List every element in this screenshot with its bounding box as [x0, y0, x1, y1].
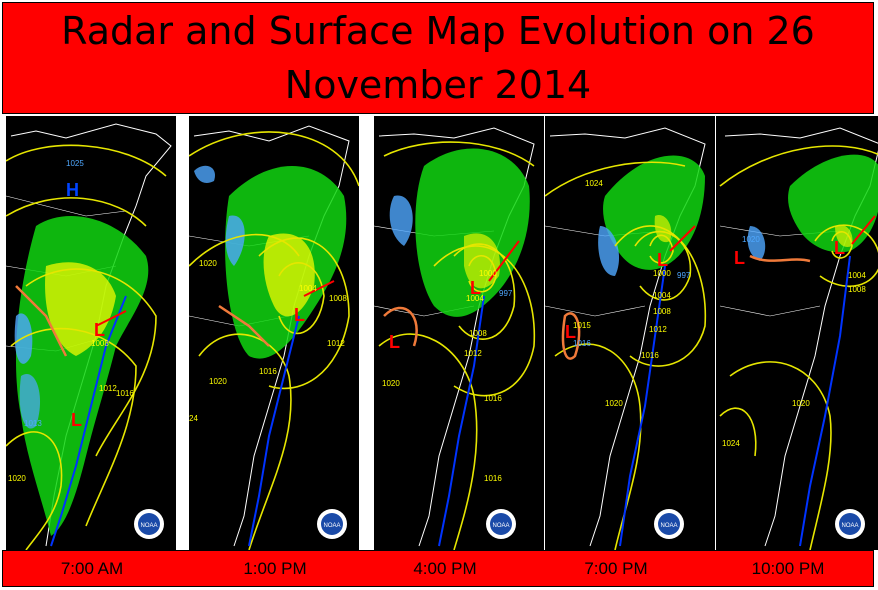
isobar-label: 1020: [742, 235, 760, 244]
time-label: 7:00 PM: [584, 559, 648, 578]
low-pressure-symbol: L: [657, 250, 668, 270]
isobar-label: 1024: [585, 179, 603, 188]
isobar-label: 1016: [484, 394, 502, 403]
isobar-label: 997: [499, 289, 513, 298]
map-panel-4: 1024 1000 997 1004 1008 1012 1016 1015 1…: [545, 116, 715, 550]
noaa-logo-text: NOAA: [660, 523, 677, 529]
surface-map-2: 1020 1004 1008 1012 1016 1020 24 L NOAA: [189, 125, 359, 550]
page-title: Radar and Surface Map Evolution on 26 No…: [61, 9, 815, 107]
isobar-label: 1012: [327, 339, 345, 348]
isobar-label: 1000: [653, 269, 671, 278]
noaa-logo-text: NOAA: [140, 523, 157, 529]
isobar-label: 1015: [573, 321, 591, 330]
isobar-label: 1004: [466, 294, 484, 303]
noaa-logo-text: NOAA: [841, 523, 858, 529]
low-pressure-symbol: L: [470, 278, 481, 298]
isobar-label: 1020: [199, 259, 217, 268]
time-label: 10:00 PM: [751, 559, 825, 578]
map-panel-2: 1020 1004 1008 1012 1016 1020 24 L NOAA: [189, 116, 359, 550]
high-pressure-symbol: H: [66, 180, 79, 200]
isobar-label: 1020: [209, 377, 227, 386]
isobar-label: 1008: [653, 307, 671, 316]
isobar-label: 1024: [722, 439, 740, 448]
time-label: 1:00 PM: [243, 559, 307, 578]
isobar-label: 1012: [464, 349, 482, 358]
surface-map-4: 1024 1000 997 1004 1008 1012 1016 1015 1…: [545, 127, 707, 550]
low-pressure-symbol: L: [834, 238, 845, 258]
title-banner: Radar and Surface Map Evolution on 26 No…: [2, 2, 874, 114]
time-label-bar: 7:00 AM 1:00 PM 4:00 PM 7:00 PM 10:00 PM: [2, 550, 874, 587]
low-pressure-symbol: L: [71, 410, 82, 430]
isobar-label: 1016: [259, 367, 277, 376]
isobar-label: 1020: [382, 379, 400, 388]
isobar-label: 1008: [91, 339, 109, 348]
isobar-label: 1020: [8, 474, 26, 483]
low-pressure-symbol: L: [94, 320, 105, 340]
isobar-label: 1016: [641, 351, 659, 360]
isobar-label: 1013: [24, 419, 42, 428]
isobar-label: 1004: [848, 271, 866, 280]
isobar-label: 1008: [469, 329, 487, 338]
low-pressure-symbol: L: [734, 248, 745, 268]
isobar-label: 1004: [299, 284, 317, 293]
isobar-label: 1020: [792, 399, 810, 408]
low-pressure-symbol: L: [294, 305, 305, 325]
isobar-label: 1012: [99, 384, 117, 393]
noaa-logo-text: NOAA: [323, 523, 340, 529]
isobar-label: 1004: [653, 291, 671, 300]
map-panels: 1025 1016 1012 1008 1013 1020 H L L NOAA: [0, 116, 878, 550]
map-panel-5: 1020 1004 1008 1020 1024 L L NOAA: [716, 116, 878, 550]
isobar-label: 1025: [66, 159, 84, 168]
isobar-label: 1016: [573, 339, 591, 348]
isobar-label: 997: [677, 271, 691, 280]
isobar-label: 24: [189, 414, 198, 423]
isobar-label: 1016: [116, 389, 134, 398]
time-label: 4:00 PM: [413, 559, 477, 578]
surface-map-5: 1020 1004 1008 1020 1024 L L NOAA: [719, 127, 878, 550]
surface-map-3: 1000 1004 997 1008 1012 1020 1016 1016 L…: [374, 127, 536, 550]
noaa-logo-text: NOAA: [492, 523, 509, 529]
isobar-label: 1020: [605, 399, 623, 408]
isobar-label: 1000: [479, 269, 497, 278]
surface-map-1: 1025 1016 1012 1008 1013 1020 H L L NOAA: [6, 123, 172, 550]
isobar-label: 1012: [649, 325, 667, 334]
time-label: 7:00 AM: [60, 559, 124, 578]
isobar-label: 1008: [329, 294, 347, 303]
isobar-label: 1016: [484, 474, 502, 483]
map-panel-3: 1000 1004 997 1008 1012 1020 1016 1016 L…: [374, 116, 544, 550]
map-panel-1: 1025 1016 1012 1008 1013 1020 H L L NOAA: [6, 116, 176, 550]
low-pressure-symbol: L: [565, 322, 576, 342]
isobar-label: 1008: [848, 285, 866, 294]
low-pressure-symbol: L: [389, 332, 400, 352]
